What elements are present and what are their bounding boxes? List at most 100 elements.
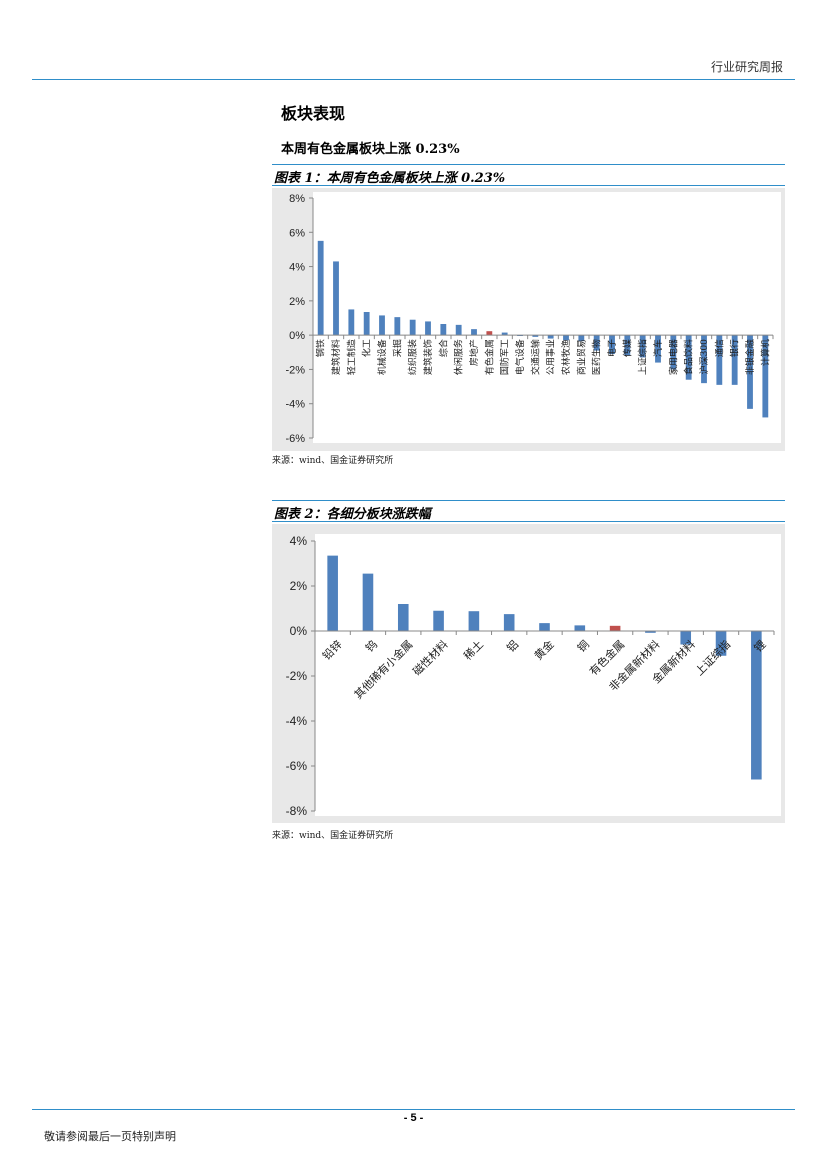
figure2-chart-panel: 4% 2% 0% -2% -4% -6% -8% 铅锌钨其他稀有小金属 磁性材料 稀土铝黄金铜有色…: [272, 524, 785, 823]
category-label: 休闲服务: [453, 339, 465, 375]
figure1-title: 图表 1：本周有色金属板块上涨 0.23%: [274, 171, 506, 186]
bar: [751, 631, 762, 780]
category-label: 传媒: [621, 339, 633, 357]
bar: [609, 625, 621, 631]
y-tick-label: -4%: [285, 399, 305, 411]
category-label: 钢铁: [315, 339, 327, 357]
bar: [731, 335, 738, 385]
bar: [680, 631, 692, 645]
category-label: 商业贸易: [575, 339, 587, 375]
bar: [333, 261, 339, 336]
section-title: 板块表现: [281, 104, 346, 123]
category-label: 沪深300: [698, 339, 710, 374]
bar: [362, 573, 374, 631]
category-label: 有色金属: [483, 339, 495, 375]
bar: [747, 335, 753, 409]
footer-divider: [32, 1109, 795, 1110]
figure2-source: 来源：wind、国金证券研究所: [272, 831, 394, 841]
y-tick-label: 8%: [289, 193, 305, 205]
figure2-chart: 4%2%0%-2%-4%-6%-8%铅锌 钨其他稀有小金属磁性材料 稀土铝黄金 铜有色…: [286, 534, 781, 818]
y-tick-label: -6%: [285, 433, 305, 445]
bar: [685, 335, 692, 380]
bar: [593, 335, 600, 351]
figure2-title: 图表 2：各细分板块涨跌幅: [274, 507, 431, 522]
bar: [327, 555, 338, 631]
figure2-title-bar: 图表 2：各细分板块涨跌幅: [272, 500, 785, 527]
category-label: 农林牧渔: [560, 339, 572, 375]
category-label: 化工: [361, 339, 373, 357]
category-label: 食品饮料: [683, 339, 695, 375]
category-label: 机械设备: [376, 339, 388, 375]
y-tick-label: -2%: [286, 669, 308, 683]
y-tick-label: 6%: [289, 227, 305, 239]
category-label: 公用事业: [545, 339, 557, 375]
category-label: 家用电器: [667, 339, 679, 375]
figure1-title-bar: 图表 1：本周有色金属板块上涨 0.23%: [272, 164, 785, 191]
bar: [574, 625, 586, 631]
category-label: 电子: [606, 339, 618, 357]
category-label: 综合: [437, 339, 449, 357]
bar: [394, 317, 401, 336]
y-tick-label: -2%: [285, 364, 305, 376]
bar: [716, 335, 723, 385]
plot-area: [313, 192, 781, 443]
y-tick-label: 0%: [290, 624, 308, 638]
y-tick-label: -4%: [286, 714, 308, 728]
bar: [532, 335, 539, 337]
bar: [670, 335, 677, 370]
category-label: 交通运输: [529, 339, 541, 375]
bar: [409, 319, 416, 336]
bar: [317, 240, 324, 336]
category-label: 医药生物: [591, 339, 603, 375]
bar: [486, 331, 493, 336]
category-label: 建筑材料: [330, 339, 342, 375]
y-tick-label: 4%: [289, 262, 305, 274]
category-label: 采掘: [391, 339, 403, 357]
bar: [701, 335, 707, 384]
category-label: 计算机: [759, 339, 771, 366]
bar: [539, 623, 550, 631]
bar: [639, 335, 646, 358]
bar: [397, 604, 409, 631]
category-label: 纺织服装: [407, 339, 419, 375]
category-label: 非银金融: [744, 339, 756, 375]
category-label: 房地产: [468, 339, 480, 366]
category-label: 银行: [729, 339, 741, 357]
bar: [440, 324, 447, 336]
header-title: 行业研究周报: [710, 60, 783, 74]
figure1-source: 来源：wind、国金证券研究所: [272, 456, 394, 466]
bar: [609, 335, 615, 354]
y-tick-label: 4%: [290, 534, 308, 548]
bar: [425, 321, 431, 336]
page-number: - 5 -: [403, 1112, 424, 1124]
plot-area: [315, 534, 781, 816]
bar: [471, 329, 477, 336]
category-label: 轻工制造: [345, 339, 357, 375]
bar: [563, 335, 569, 341]
bar: [547, 335, 554, 339]
bar: [501, 332, 508, 336]
bar: [379, 315, 385, 336]
bar: [645, 631, 656, 633]
category-label: 通信: [713, 339, 725, 357]
y-tick-label: 2%: [289, 296, 305, 308]
section-subtitle: 本周有色金属板块上涨 0.23%: [281, 142, 460, 157]
bar: [433, 610, 444, 631]
bar: [655, 335, 661, 363]
category-label: 上证综指: [637, 339, 649, 375]
category-label: 国防军工: [499, 339, 511, 375]
figure1-chart-panel: 8% 6% 4% 2% 0% -2% -4% -6% 钢铁 建筑材料 轻工制造 化工 机械设备 采掘 纺织服…: [272, 188, 785, 451]
bar: [762, 335, 769, 418]
category-label: 汽车: [652, 339, 664, 357]
y-tick-label: -6%: [286, 759, 308, 773]
y-tick-label: -8%: [286, 804, 308, 818]
bar: [348, 309, 355, 336]
bar: [715, 631, 727, 656]
bar: [624, 335, 631, 356]
bar: [455, 324, 462, 336]
y-tick-label: 2%: [290, 579, 308, 593]
bar: [578, 335, 585, 342]
bar: [468, 611, 480, 631]
category-label: 电气设备: [514, 339, 526, 375]
header-divider: [32, 79, 795, 80]
